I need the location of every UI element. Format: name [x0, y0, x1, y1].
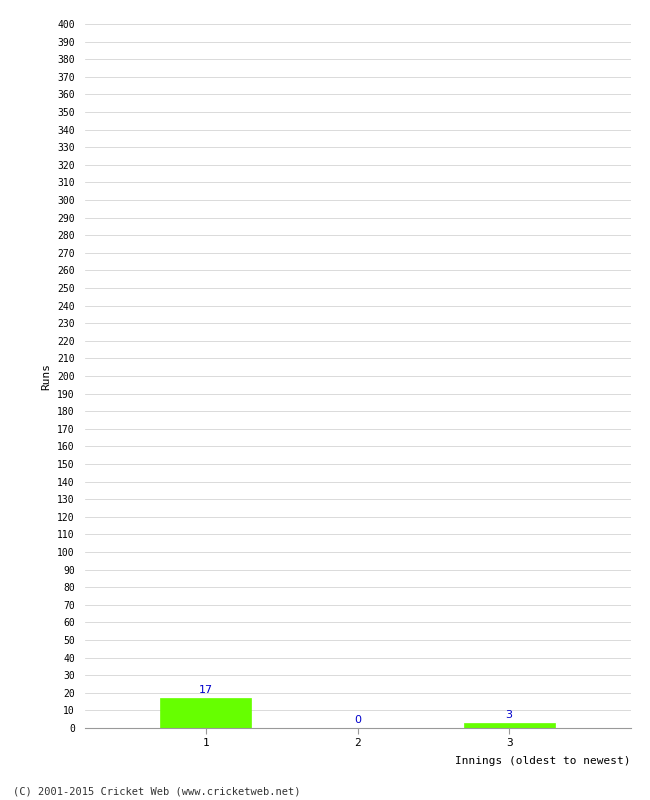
Text: (C) 2001-2015 Cricket Web (www.cricketweb.net): (C) 2001-2015 Cricket Web (www.cricketwe…: [13, 786, 300, 796]
Y-axis label: Runs: Runs: [42, 362, 51, 390]
Bar: [161, 698, 252, 728]
Text: 17: 17: [199, 686, 213, 695]
Text: Innings (oldest to newest): Innings (oldest to newest): [455, 756, 630, 766]
Bar: [463, 722, 554, 728]
Text: 3: 3: [506, 710, 513, 720]
Text: 0: 0: [354, 715, 361, 726]
